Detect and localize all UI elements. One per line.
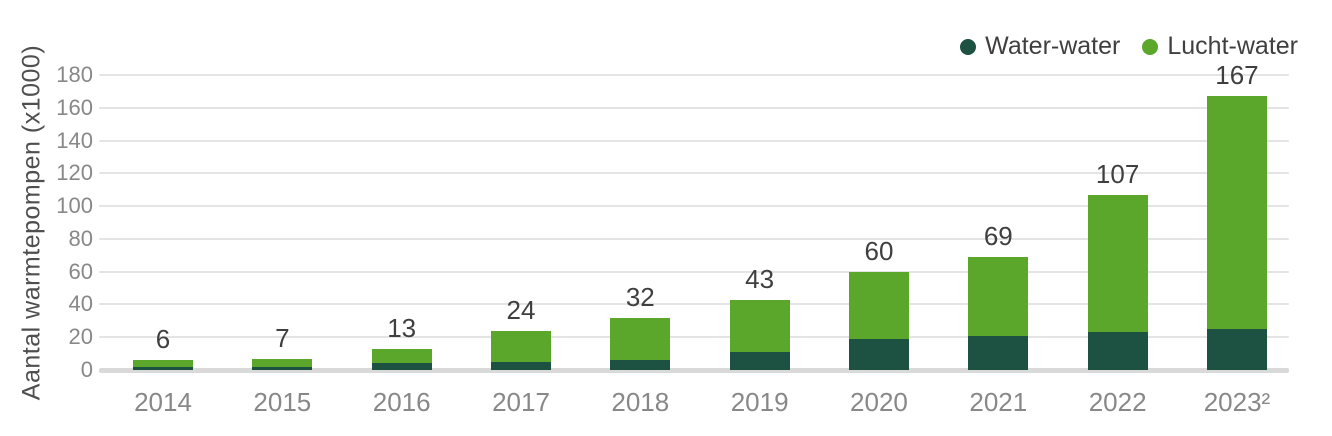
- bar-segment-water-water: [1206, 329, 1267, 370]
- bar-total-label: 32: [625, 281, 655, 312]
- x-axis-label: 2017: [492, 387, 550, 417]
- gridline-100: [99, 205, 1289, 208]
- legend-item-lucht-water: Lucht-water: [1142, 32, 1298, 61]
- y-axis-title: Aantal warmtepompen (x1000): [17, 44, 46, 401]
- gridline-80: [99, 237, 1289, 240]
- x-axis-label: 2022: [1088, 387, 1147, 417]
- bar-segment-lucht-water: [252, 358, 313, 367]
- y-tick-label: 120: [56, 160, 93, 186]
- x-axis-label: 2016: [372, 387, 431, 417]
- bar-total-label: 24: [506, 294, 536, 325]
- bar-segment-water-water: [1087, 332, 1148, 370]
- bar-segment-lucht-water: [1206, 96, 1267, 330]
- x-axis-label: 2015: [253, 387, 312, 417]
- gridline-0: [99, 368, 1289, 373]
- bar-segment-water-water: [610, 360, 671, 370]
- bar-segment-water-water: [490, 361, 551, 370]
- gridline-20: [99, 336, 1289, 339]
- bar-segment-lucht-water: [133, 360, 193, 367]
- gridline-180: [99, 74, 1289, 76]
- bar-total-label: 7: [275, 322, 290, 353]
- bar-total-label: 43: [745, 263, 775, 294]
- y-tick-label: 180: [56, 62, 93, 87]
- x-axis-label: 2021: [969, 387, 1028, 417]
- gridline-160: [99, 106, 1289, 109]
- x-axis-label: 2014: [134, 387, 192, 417]
- bar-total-label: 69: [983, 220, 1013, 251]
- y-tick-label: 40: [68, 291, 93, 317]
- bar-total-label: 6: [155, 324, 171, 355]
- bar-segment-water-water: [968, 335, 1029, 370]
- bar-segment-water-water: [371, 363, 432, 370]
- y-tick-label: 80: [68, 225, 93, 251]
- gridline-120: [99, 172, 1289, 175]
- y-tick-label: 20: [68, 324, 93, 350]
- x-axis-label: 2019: [730, 387, 789, 417]
- bar-segment-water-water: [848, 338, 909, 370]
- bar-total-label: 167: [1215, 60, 1259, 91]
- x-axis-label: 2018: [611, 387, 670, 417]
- y-tick-label: 140: [56, 127, 93, 153]
- y-tick-label: 60: [68, 258, 93, 284]
- bar-total-label: 13: [387, 312, 417, 343]
- bar-segment-water-water: [729, 351, 790, 370]
- bar-segment-lucht-water: [729, 299, 790, 352]
- x-axis-label: 2020: [850, 387, 908, 417]
- y-tick-label: 0: [80, 357, 93, 382]
- gridline-60: [99, 270, 1289, 273]
- bar-segment-lucht-water: [610, 317, 671, 361]
- gridline-40: [99, 303, 1289, 306]
- bar-segment-lucht-water: [371, 348, 432, 364]
- gridline-140: [99, 139, 1289, 142]
- bar-segment-lucht-water: [848, 271, 909, 339]
- legend-dot-icon: [1142, 38, 1159, 55]
- legend-label: Water-water: [985, 32, 1121, 60]
- y-tick-label: 160: [56, 94, 93, 120]
- bar-total-label: 60: [864, 235, 894, 266]
- bar-segment-lucht-water: [968, 256, 1029, 336]
- legend: Water-water Lucht-water: [960, 32, 1298, 61]
- bar-segment-lucht-water: [1087, 194, 1148, 333]
- bar-segment-water-water: [252, 366, 313, 370]
- x-axis-label: 2023²: [1203, 387, 1271, 417]
- legend-dot-icon: [960, 38, 977, 55]
- legend-item-water-water: Water-water: [960, 32, 1120, 61]
- bar-segment-water-water: [133, 366, 193, 370]
- legend-label: Lucht-water: [1167, 32, 1298, 60]
- y-tick-label: 100: [56, 193, 93, 219]
- bar-segment-lucht-water: [490, 330, 551, 362]
- bar-total-label: 107: [1095, 158, 1140, 189]
